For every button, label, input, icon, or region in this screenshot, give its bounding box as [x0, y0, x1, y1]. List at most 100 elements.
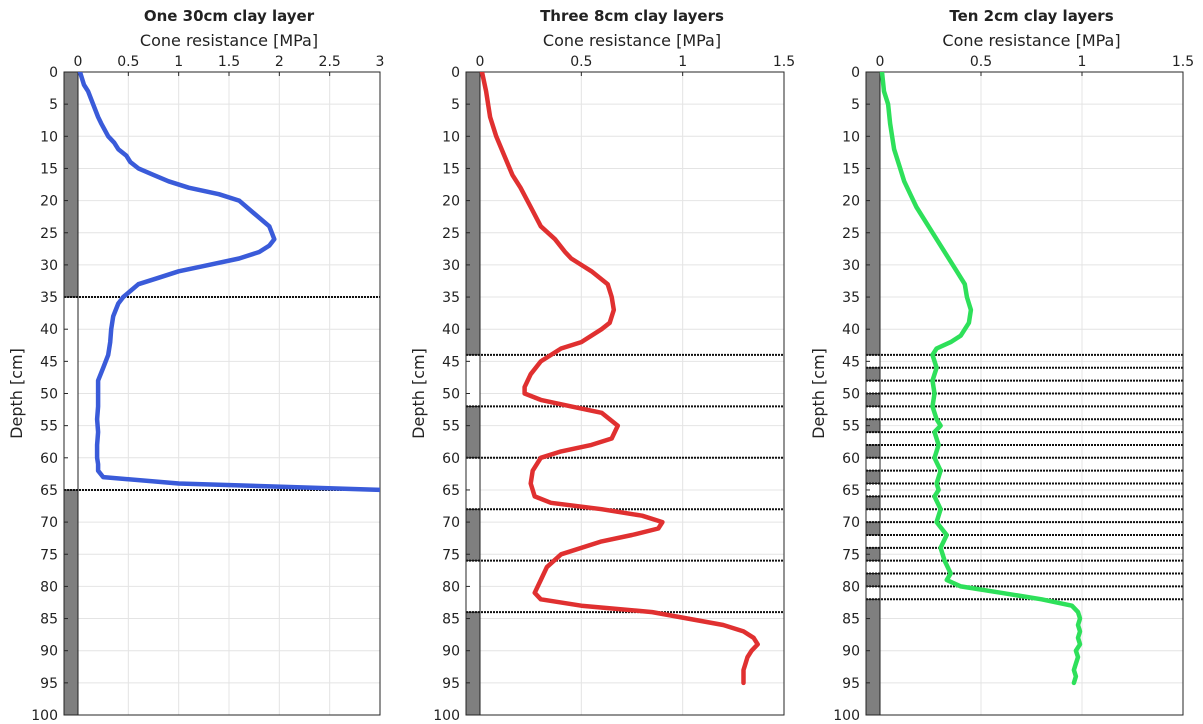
y-tick-label: 70 — [842, 515, 860, 531]
y-tick-label: 90 — [442, 644, 460, 660]
y-tick-label: 65 — [842, 483, 860, 499]
x-tick-label: 0.5 — [117, 54, 139, 70]
y-tick-label: 65 — [442, 483, 460, 499]
y-tick-label: 90 — [40, 644, 58, 660]
clay-layer — [866, 458, 880, 471]
x-tick-label: 1.5 — [218, 54, 240, 70]
y-tick-label: 30 — [442, 258, 460, 274]
y-tick-label: 10 — [842, 129, 860, 145]
y-tick-label: 40 — [842, 322, 860, 338]
y-tick-label: 70 — [40, 515, 58, 531]
y-tick-label: 20 — [40, 194, 58, 210]
clay-layer — [866, 561, 880, 574]
y-tick-label: 55 — [442, 419, 460, 435]
y-tick-label: 70 — [442, 515, 460, 531]
clay-layer — [866, 509, 880, 522]
y-tick-label: 85 — [842, 612, 860, 628]
y-tick-label: 100 — [433, 708, 460, 724]
chart-3: 0 0.5 1 1.5 0 5 10 15 20 25 30 35 40 45 50 55 60 65 70 75 80… — [809, 7, 1194, 724]
y-tick-label: 5 — [451, 97, 460, 113]
y-tick-label: 85 — [40, 612, 58, 628]
y-tick-label: 30 — [40, 258, 58, 274]
y-tick-label: 15 — [842, 161, 860, 177]
x-tick-label: 3 — [376, 54, 385, 70]
y-tick-label: 30 — [842, 258, 860, 274]
x-tick-label: 0 — [74, 54, 83, 70]
clay-layer — [866, 406, 880, 419]
clay-layer — [466, 355, 480, 406]
y-axis-label: Depth [cm] — [809, 348, 828, 439]
y-tick-label: 80 — [40, 579, 58, 595]
y-tick-label: 80 — [842, 579, 860, 595]
y-tick-label: 95 — [40, 676, 58, 692]
x-tick-label: 1.5 — [1172, 54, 1194, 70]
y-tick-label: 45 — [842, 354, 860, 370]
y-tick-label: 0 — [451, 65, 460, 81]
x-tick-label: 1 — [174, 54, 183, 70]
y-tick-label: 35 — [40, 290, 58, 306]
y-tick-label: 15 — [442, 161, 460, 177]
y-tick-label: 75 — [842, 547, 860, 563]
x-axis-label: Cone resistance [MPa] — [140, 31, 318, 50]
clay-layer — [466, 458, 480, 509]
y-tick-label: 50 — [842, 387, 860, 403]
clay-layer — [866, 381, 880, 394]
y-tick-label: 40 — [40, 322, 58, 338]
x-tick-label: 1 — [1078, 54, 1087, 70]
y-axis-label: Depth [cm] — [7, 348, 26, 439]
y-tick-label: 50 — [442, 387, 460, 403]
x-axis-label: Cone resistance [MPa] — [543, 31, 721, 50]
y-tick-label: 0 — [49, 65, 58, 81]
y-tick-label: 5 — [851, 97, 860, 113]
y-tick-label: 65 — [40, 483, 58, 499]
chart-title: One 30cm clay layer — [144, 7, 315, 25]
x-tick-label: 2 — [275, 54, 284, 70]
y-tick-label: 45 — [40, 354, 58, 370]
y-tick-label: 60 — [40, 451, 58, 467]
chart-2: 0 0.5 1 1.5 0 5 10 15 20 25 30 35 40 45 50 55 60 65 70 75 80… — [409, 7, 795, 724]
y-tick-label: 95 — [442, 676, 460, 692]
y-tick-label: 75 — [40, 547, 58, 563]
y-tick-label: 10 — [442, 129, 460, 145]
x-tick-label: 2.5 — [319, 54, 341, 70]
x-tick-label: 0.5 — [970, 54, 992, 70]
y-tick-label: 80 — [442, 579, 460, 595]
y-tick-label: 100 — [833, 708, 860, 724]
x-axis-label: Cone resistance [MPa] — [942, 31, 1120, 50]
y-tick-label: 100 — [31, 708, 58, 724]
y-tick-label: 90 — [842, 644, 860, 660]
clay-layer — [866, 535, 880, 548]
y-tick-label: 5 — [49, 97, 58, 113]
y-tick-label: 0 — [851, 65, 860, 81]
y-tick-label: 40 — [442, 322, 460, 338]
y-tick-label: 35 — [442, 290, 460, 306]
y-tick-label: 50 — [40, 387, 58, 403]
chart-title: Ten 2cm clay layers — [949, 7, 1113, 25]
x-tick-label: 0 — [476, 54, 485, 70]
y-tick-label: 10 — [40, 129, 58, 145]
y-tick-label: 25 — [40, 226, 58, 242]
y-tick-label: 55 — [40, 419, 58, 435]
y-tick-label: 25 — [842, 226, 860, 242]
y-tick-label: 20 — [842, 194, 860, 210]
clay-layer — [866, 432, 880, 445]
y-tick-label: 20 — [442, 194, 460, 210]
y-axis-label: Depth [cm] — [409, 348, 428, 439]
y-tick-label: 45 — [442, 354, 460, 370]
y-tick-label: 35 — [842, 290, 860, 306]
chart-title: Three 8cm clay layers — [540, 7, 724, 25]
x-tick-label: 1 — [678, 54, 687, 70]
y-tick-label: 15 — [40, 161, 58, 177]
y-tick-label: 25 — [442, 226, 460, 242]
y-tick-label: 60 — [442, 451, 460, 467]
x-tick-label: 0.5 — [570, 54, 592, 70]
y-tick-label: 75 — [442, 547, 460, 563]
y-tick-label: 95 — [842, 676, 860, 692]
y-tick-label: 55 — [842, 419, 860, 435]
x-tick-label: 1.5 — [773, 54, 795, 70]
y-tick-label: 60 — [842, 451, 860, 467]
clay-layer — [866, 586, 880, 599]
y-tick-label: 85 — [442, 612, 460, 628]
chart-1: 0 0.5 1 1.5 2 2.5 3051015202530354045505560657… — [7, 7, 384, 724]
